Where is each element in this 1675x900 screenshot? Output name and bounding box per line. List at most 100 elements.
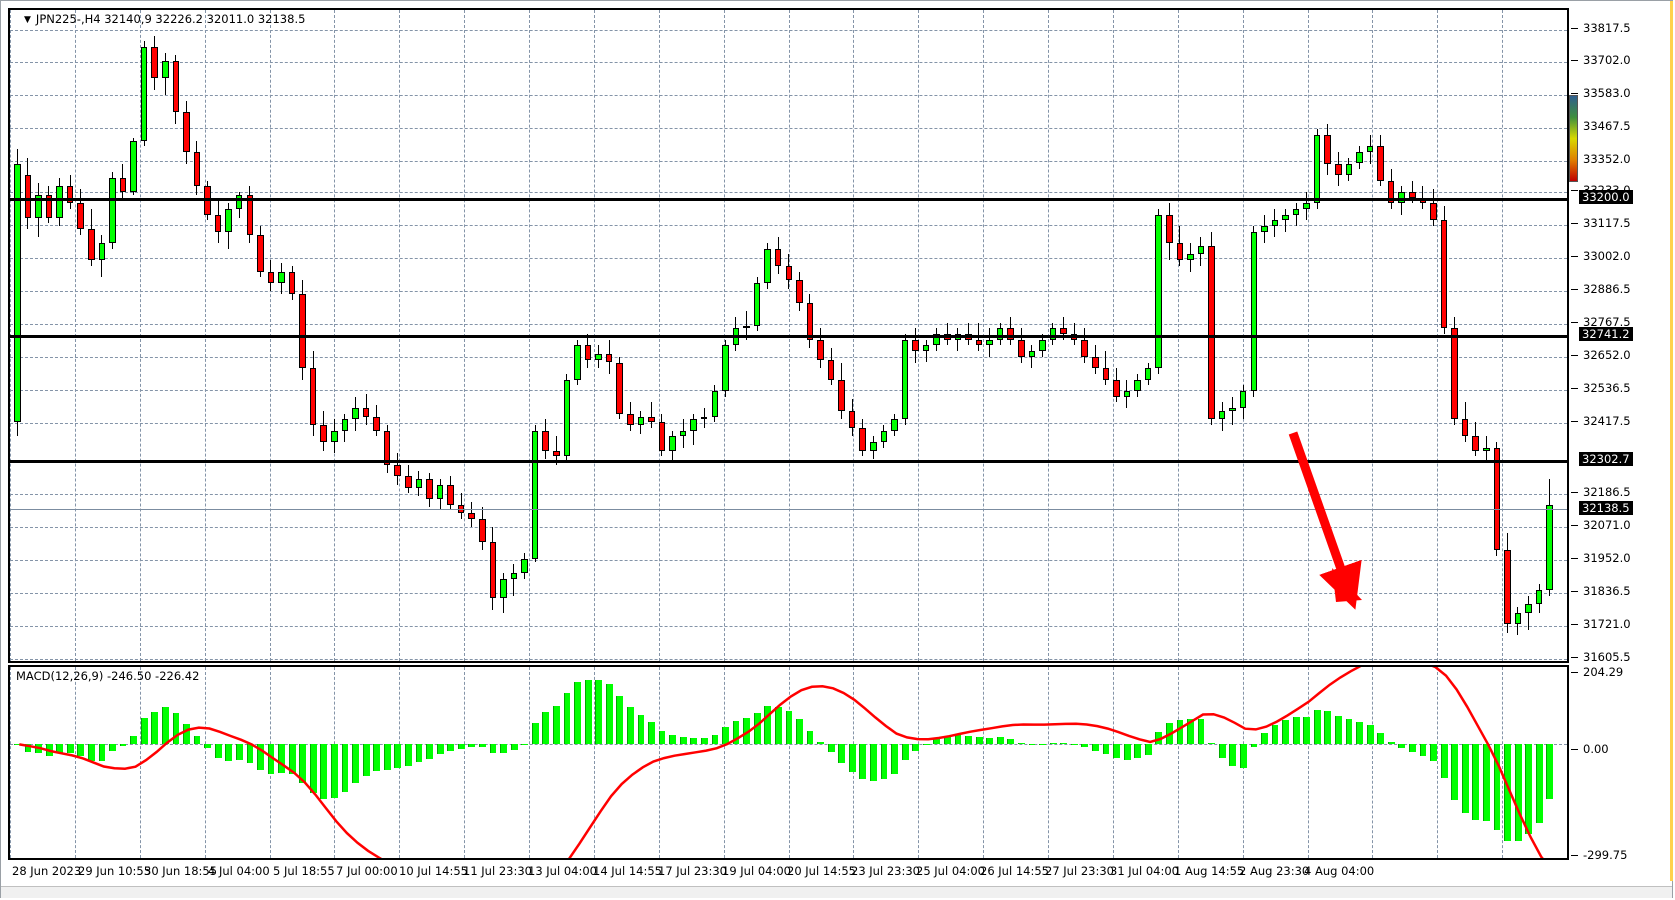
macd-histogram-bar <box>1091 744 1099 751</box>
macd-histogram-bar <box>1535 744 1543 823</box>
macd-histogram-bar <box>1324 710 1332 745</box>
price-axis-highlight-label[interactable]: 33200.0 <box>1579 190 1633 204</box>
macd-histogram-bar <box>257 744 264 770</box>
macd-histogram-bar <box>161 707 169 745</box>
candlestick <box>1282 10 1289 661</box>
candlestick <box>193 10 201 661</box>
candlestick <box>690 10 697 661</box>
candle-body <box>457 504 465 514</box>
candlestick <box>56 10 63 661</box>
candlestick <box>1113 10 1120 661</box>
price-axis-highlight-label[interactable]: 32741.2 <box>1579 327 1633 341</box>
macd-histogram-bar <box>722 727 729 745</box>
price-axis-highlight-label[interactable]: 32302.7 <box>1579 452 1633 466</box>
candlestick <box>774 10 782 661</box>
time-axis[interactable]: 28 Jun 2023 29 Jun 10:55 30 Jun 18:55 4 Jul… <box>8 862 1569 886</box>
macd-histogram-bar <box>352 744 359 784</box>
candle-body <box>1535 589 1543 605</box>
candlestick <box>1060 10 1067 661</box>
candle-wick <box>1031 345 1033 369</box>
macd-histogram-bar <box>1208 743 1216 745</box>
candle-body <box>447 484 454 505</box>
price-axis-label: 33117.5 <box>1583 216 1631 230</box>
macd-histogram-bar <box>658 730 666 745</box>
price-plot-area[interactable] <box>10 10 1567 661</box>
candle-body <box>1387 180 1395 204</box>
candle-body <box>183 112 190 153</box>
candle-body <box>891 419 898 431</box>
macd-histogram-bar <box>1060 743 1068 745</box>
candle-body <box>1356 152 1363 164</box>
grid-line-horizontal <box>10 494 1567 495</box>
price-level-line[interactable] <box>10 198 1567 201</box>
macd-histogram-bar <box>1504 744 1511 842</box>
time-axis-label: 29 Jun 10:55 <box>78 864 152 878</box>
candle-body <box>1451 328 1458 420</box>
candlestick <box>764 10 771 661</box>
candle-body <box>1081 339 1088 357</box>
candlestick <box>246 10 254 661</box>
candle-body <box>87 228 95 261</box>
current-price-line <box>10 509 1567 510</box>
candlestick <box>753 10 761 661</box>
macd-histogram-bar <box>637 714 645 745</box>
candlestick <box>457 10 465 661</box>
macd-grid-line-vertical <box>1502 667 1503 858</box>
candlestick <box>1229 10 1236 661</box>
candlestick <box>658 10 666 661</box>
candle-body <box>1134 379 1141 391</box>
macd-indicator-pane[interactable]: MACD(12,26,9) -246.50 -226.42 <box>8 665 1569 860</box>
candlestick <box>796 10 803 661</box>
scale-color-strip[interactable] <box>1569 95 1578 182</box>
caret-down-icon[interactable]: ▼ <box>24 15 31 25</box>
macd-histogram-bar <box>1218 744 1226 758</box>
candlestick <box>1440 10 1448 661</box>
candlestick <box>563 10 571 661</box>
candle-body <box>922 345 930 352</box>
candle-body <box>743 325 750 329</box>
candlestick <box>648 10 655 661</box>
price-axis[interactable]: 33817.533702.033583.033467.533352.033233… <box>1571 8 1675 861</box>
macd-histogram-bar <box>944 737 951 745</box>
candlestick <box>711 10 719 661</box>
macd-histogram-bar <box>690 737 698 745</box>
candlestick <box>87 10 95 661</box>
candlestick <box>341 10 349 661</box>
macd-histogram-bar <box>362 744 370 777</box>
candlestick <box>743 10 750 661</box>
price-level-line[interactable] <box>10 335 1567 338</box>
macd-histogram-bar <box>1282 719 1290 745</box>
price-axis-tick <box>1571 388 1578 389</box>
candle-body <box>626 413 634 426</box>
macd-histogram-bar <box>933 739 941 745</box>
price-level-line[interactable] <box>10 460 1567 463</box>
candlestick <box>584 10 592 661</box>
candle-wick <box>1528 595 1530 630</box>
candle-body <box>1113 379 1120 397</box>
candle-body <box>1292 208 1300 215</box>
candle-body <box>1335 163 1342 175</box>
candlestick <box>1007 10 1014 661</box>
candlestick <box>331 10 338 661</box>
macd-grid-line-vertical <box>1437 667 1438 858</box>
price-axis-highlight-label[interactable]: 32138.5 <box>1579 501 1633 515</box>
macd-grid-line-vertical <box>1048 667 1049 858</box>
candle-body <box>1282 214 1289 221</box>
price-axis-tick <box>1571 355 1578 356</box>
macd-histogram-bar <box>848 744 856 772</box>
candle-body <box>1398 191 1406 204</box>
candlestick <box>489 10 497 661</box>
candle-body <box>1377 146 1384 181</box>
macd-plot-area[interactable] <box>10 667 1567 858</box>
macd-signal-line-layer <box>19 667 1544 858</box>
candle-body <box>1028 351 1036 357</box>
candlestick <box>1525 10 1532 661</box>
candlestick <box>426 10 433 661</box>
candlestick <box>373 10 380 661</box>
time-axis-label: 23 Jul 23:30 <box>851 864 920 878</box>
candle-body <box>552 450 560 457</box>
macd-axis-label: 0.00 <box>1583 742 1609 756</box>
price-chart-pane[interactable]: ▼ JPN225-,H4 32140,9 32226.2 32011.0 3213… <box>8 8 1569 663</box>
grid-line-horizontal <box>10 62 1567 63</box>
candle-body <box>278 271 285 283</box>
